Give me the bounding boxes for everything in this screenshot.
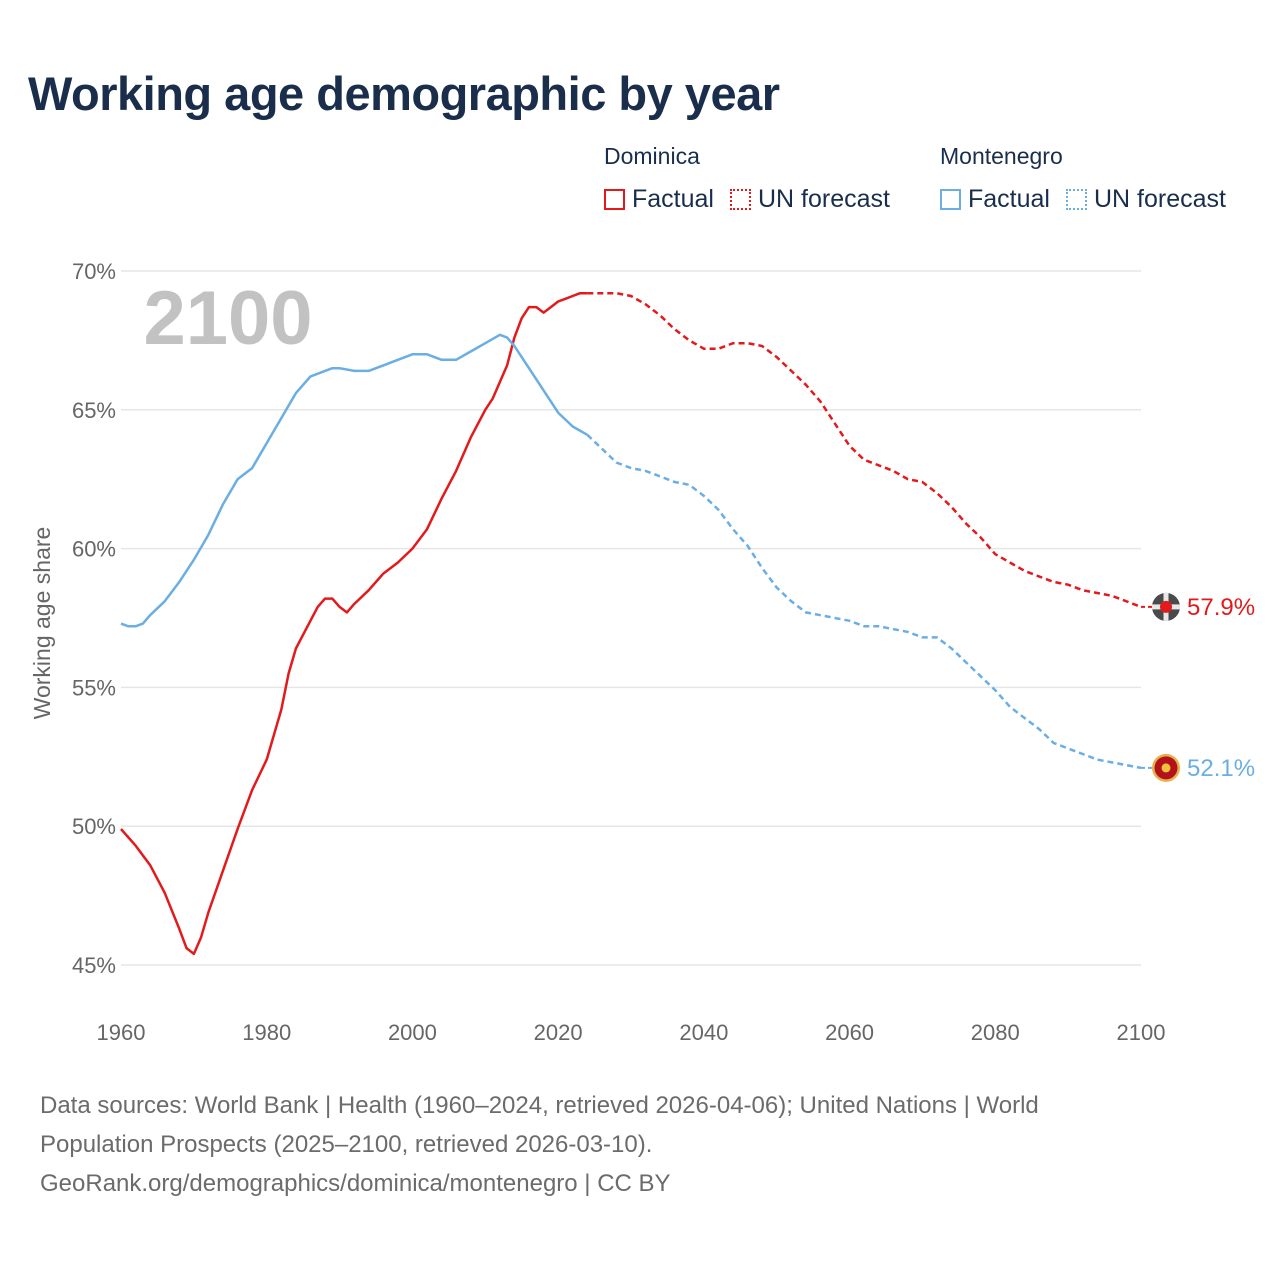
series-end-markers: 57.9% 52.1% <box>1141 592 1255 782</box>
legend-swatch-solid <box>940 189 961 210</box>
y-tick-label: 50% <box>72 814 116 839</box>
x-tick-label: 2020 <box>534 1020 583 1045</box>
legend-dominica-forecast[interactable]: UN forecast <box>729 185 890 214</box>
x-tick-label: 2080 <box>971 1020 1020 1045</box>
y-tick-label: 70% <box>72 259 116 284</box>
y-tick-label: 45% <box>72 953 116 978</box>
legend-group-montenegro: Montenegro Factual UN forecast <box>940 143 1242 214</box>
series-line-montenegro-forecast[interactable] <box>586 433 1142 770</box>
x-tick-label: 2000 <box>388 1020 437 1045</box>
x-tick-label: 2060 <box>825 1020 874 1045</box>
flag-dominica-icon <box>1152 592 1180 621</box>
chart-title: Working age demographic by year <box>28 67 780 120</box>
x-tick-label: 1960 <box>97 1020 146 1045</box>
legend-dominica-factual[interactable]: Factual <box>604 185 714 214</box>
legend-swatch-solid <box>604 189 625 210</box>
x-tick-label: 2100 <box>1117 1020 1166 1045</box>
series-line-dominica-forecast[interactable] <box>587 291 1142 609</box>
source-url[interactable]: GeoRank.org/demographics/dominica/monten… <box>40 1170 671 1197</box>
legend-montenegro-factual[interactable]: Factual <box>940 185 1050 214</box>
legend-country-montenegro: Montenegro <box>940 143 1063 169</box>
legend-country-dominica: Dominica <box>604 143 700 169</box>
x-tick-label: 2040 <box>679 1020 728 1045</box>
flag-montenegro-icon <box>1152 753 1180 782</box>
gridlines <box>121 270 1141 966</box>
series-lines <box>120 291 1142 956</box>
y-axis: 45% 50% 55% 60% 65% 70% <box>72 259 116 978</box>
legend-label: Factual <box>632 185 714 213</box>
legend-label: UN forecast <box>1093 185 1226 213</box>
y-axis-label: Working age share <box>29 527 55 720</box>
y-tick-label: 55% <box>72 675 116 700</box>
current-year-label: 2100 <box>143 276 312 361</box>
legend-group-dominica: Dominica Factual UN forecast <box>604 143 906 214</box>
legend-swatch-dotted <box>1065 189 1087 210</box>
source-note: Data sources: World Bank | Health (1960–… <box>40 1086 1240 1203</box>
series-line-montenegro-factual[interactable] <box>120 333 588 628</box>
y-tick-label: 65% <box>72 398 116 423</box>
series-end-label-montenegro: 52.1% <box>1187 755 1255 782</box>
legend-swatch-dotted <box>729 189 751 210</box>
y-tick-label: 60% <box>72 537 116 562</box>
legend-label: UN forecast <box>757 185 890 213</box>
series-end-label-dominica: 57.9% <box>1187 594 1255 621</box>
series-line-dominica-factual[interactable] <box>120 291 588 956</box>
source-line-1: Data sources: World Bank | Health (1960–… <box>40 1092 1039 1119</box>
x-tick-label: 1980 <box>242 1020 291 1045</box>
x-axis: 1960 1980 2000 2020 2040 2060 2080 2100 <box>97 1020 1166 1045</box>
source-line-2: Population Prospects (2025–2100, retriev… <box>40 1131 653 1158</box>
legend-montenegro-forecast[interactable]: UN forecast <box>1065 185 1226 214</box>
legend-label: Factual <box>968 185 1050 213</box>
